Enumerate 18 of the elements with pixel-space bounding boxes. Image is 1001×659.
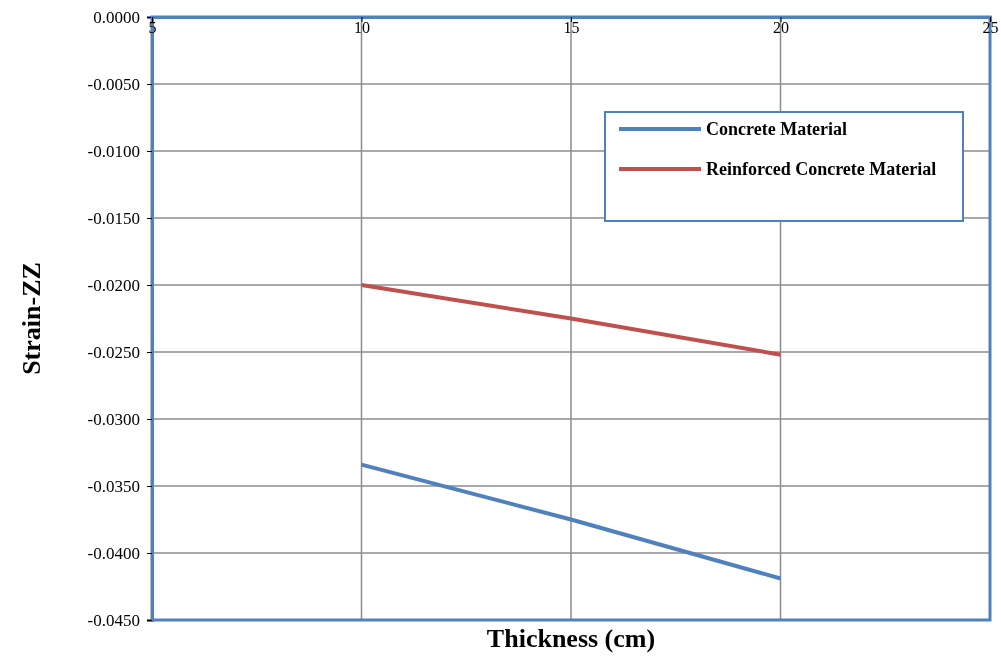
legend-label: Reinforced Concrete Material — [706, 159, 937, 179]
y-tick-label: -0.0150 — [87, 208, 140, 228]
y-tick-label: -0.0300 — [87, 409, 140, 429]
x-axis-title: Thickness (cm) — [486, 624, 656, 653]
y-tick-label: -0.0250 — [87, 342, 140, 362]
legend-label: Concrete Material — [706, 119, 848, 139]
y-tick-label: -0.0350 — [87, 476, 140, 496]
y-tick-label: -0.0050 — [87, 74, 140, 94]
y-tick-label: -0.0200 — [87, 275, 140, 295]
y-tick-label: 0.0000 — [93, 7, 140, 27]
y-tick-label: -0.0450 — [87, 610, 140, 630]
y-tick-label: -0.0100 — [87, 141, 140, 161]
y-axis-title: Strain-ZZ — [17, 262, 46, 375]
x-tick-label: 10 — [354, 19, 370, 36]
x-tick-label: 5 — [148, 19, 157, 36]
y-tick-label: -0.0400 — [87, 543, 140, 563]
x-tick-label: 20 — [773, 19, 789, 36]
x-tick-label: 15 — [563, 19, 580, 36]
